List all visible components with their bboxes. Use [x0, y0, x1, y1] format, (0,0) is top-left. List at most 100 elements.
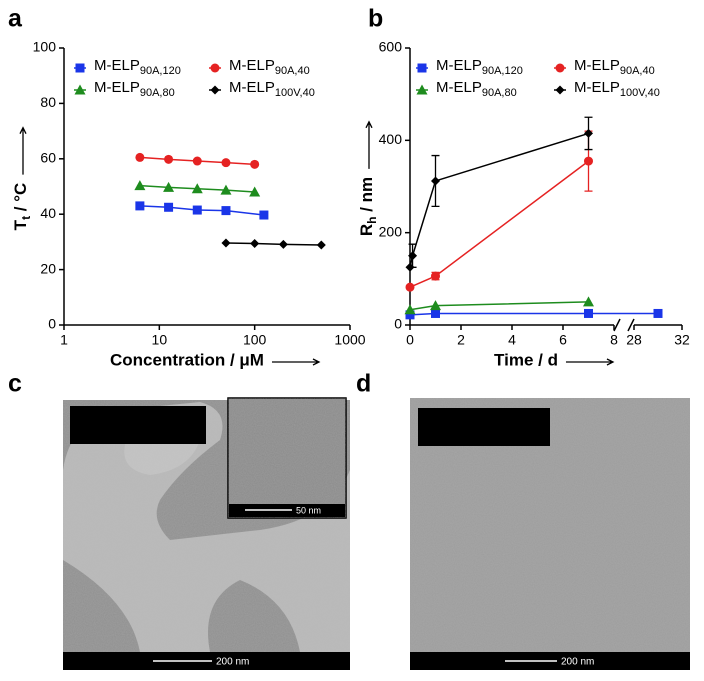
legend-sub: 90A,40 [620, 65, 655, 77]
marker [250, 239, 260, 249]
micrograph-d: M-ELP90A,40 200 nm [410, 398, 690, 670]
y-label-rest: / °C [11, 183, 30, 216]
y-tick-label: 600 [379, 39, 403, 55]
y-axis-arrow [19, 126, 27, 175]
y-tick-label: 400 [379, 131, 403, 147]
legend-name: M-ELP [436, 57, 482, 74]
grain [228, 398, 346, 518]
legend-name: M-ELP [94, 79, 140, 96]
marker [404, 304, 416, 315]
marker [583, 296, 594, 307]
y-label-sub: t [19, 216, 33, 220]
legend-name: M-ELP [574, 79, 620, 96]
scale-label: 200 nm [216, 657, 249, 668]
legend-sub: 90A,80 [482, 87, 517, 99]
panel-letter: c [8, 370, 22, 398]
legend-name: M-ELP [574, 57, 620, 74]
legend-sub: 100V,40 [620, 87, 660, 99]
marker [405, 282, 415, 292]
legend-name: M-ELP [229, 57, 275, 74]
legend-sub: 90A,40 [275, 65, 310, 77]
panel-letter: a [8, 5, 23, 33]
legend-label: M-ELP90A,80 [94, 79, 175, 99]
y-tick-label: 200 [379, 223, 403, 239]
marker [431, 271, 440, 281]
x-axis-arrow [565, 358, 615, 366]
x-tick-label: 0 [406, 332, 414, 348]
y-axis-label: Tt / °C [11, 183, 33, 231]
x-tick-label: 6 [559, 332, 567, 348]
image-label: M-ELP90A,80 [78, 416, 177, 439]
legend-sub: 90A,120 [482, 65, 523, 77]
x-axis-label: Time / d [494, 350, 558, 369]
series-line [225, 242, 322, 246]
marker [164, 202, 174, 212]
inset-scale-label: 50 nm [296, 505, 321, 515]
x-tick-label: 8 [610, 332, 618, 348]
y-tick-label: 0 [394, 316, 402, 332]
y-label-main: T [11, 219, 30, 230]
legend-label: M-ELP90A,40 [229, 57, 310, 77]
marker [584, 128, 593, 138]
legend-marker [417, 63, 427, 73]
x-tick-label: 4 [508, 332, 516, 348]
legend-sub: 90A,80 [140, 87, 175, 99]
legend-marker [210, 63, 220, 73]
legend-label: M-ELP90A,80 [436, 79, 517, 99]
series-line [409, 132, 589, 268]
x-tick-label: 1 [60, 332, 68, 348]
marker [134, 180, 146, 191]
marker [163, 181, 175, 192]
legend-name: M-ELP [436, 79, 482, 96]
marker [249, 186, 261, 197]
y-label-main: R [357, 224, 376, 236]
marker [408, 251, 418, 261]
legend-marker [555, 85, 565, 95]
y-axis-label-group: Rh / nm [357, 120, 379, 236]
legend-name: M-ELP [94, 57, 140, 74]
y-tick-label: 20 [40, 260, 56, 276]
legend-marker [74, 84, 86, 95]
marker [250, 159, 260, 169]
x-tick-label: 1000 [334, 332, 365, 348]
marker [135, 201, 145, 211]
x-tick-label: 2 [457, 332, 465, 348]
label-sub: 90A,80 [136, 424, 177, 439]
x-tick-label: 10 [152, 332, 168, 348]
marker [430, 300, 441, 311]
x-tick-label: 28 [626, 332, 642, 348]
marker [278, 239, 288, 249]
legend-label: M-ELP100V,40 [574, 79, 660, 99]
marker [191, 183, 203, 194]
x-tick-label: 32 [674, 332, 690, 348]
marker [192, 156, 202, 166]
y-label-rest: / nm [357, 177, 376, 217]
legend-sub: 90A,120 [140, 65, 181, 77]
y-tick-label: 0 [48, 316, 56, 332]
marker [192, 205, 202, 215]
legend-marker [416, 84, 428, 95]
marker [431, 176, 440, 186]
legend-sub: 100V,40 [275, 87, 315, 99]
marker [221, 158, 231, 168]
axis-break [613, 318, 621, 332]
micrograph-c: 50 nm M-ELP90A,80 200 nm [63, 397, 350, 670]
marker [220, 184, 232, 195]
marker [164, 154, 174, 164]
y-tick-label: 40 [40, 205, 56, 221]
label-box [418, 408, 550, 446]
marker [135, 152, 145, 162]
y-label-sub: h [365, 217, 379, 224]
series-line [409, 312, 658, 316]
legend-marker [555, 63, 565, 73]
marker [221, 238, 231, 248]
panel-letter: d [356, 370, 371, 398]
legend-name: M-ELP [229, 79, 275, 96]
legend-label: M-ELP90A,120 [94, 57, 181, 77]
x-axis-label: Concentration / μM [110, 350, 264, 369]
axis-break [627, 318, 635, 332]
legend-label: M-ELP100V,40 [229, 79, 315, 99]
marker [259, 210, 269, 220]
marker [405, 310, 415, 320]
